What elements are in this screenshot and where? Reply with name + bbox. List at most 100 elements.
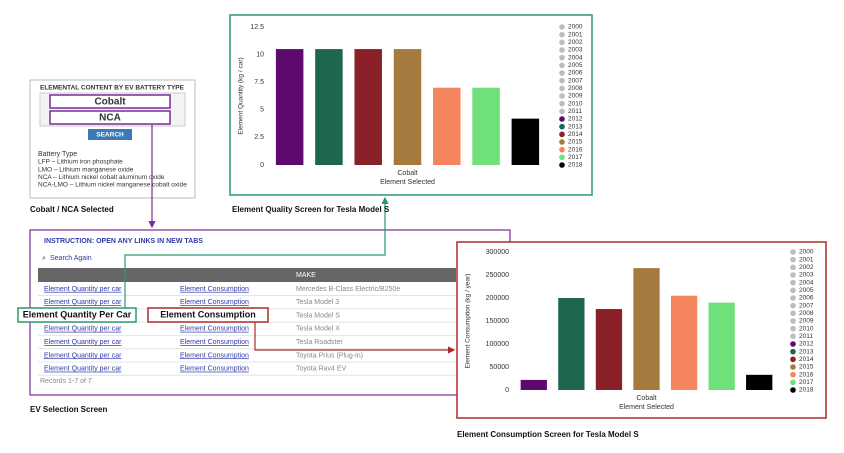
legend-swatch (790, 333, 796, 340)
link[interactable]: Element Quantity per car (44, 299, 122, 306)
legend-label: 2004 (799, 279, 814, 286)
link[interactable]: Element Quantity per car (44, 352, 122, 359)
cell: Mercedes B-Class Electric/B250e (296, 286, 400, 293)
legend-title: Battery Type (38, 151, 77, 158)
legend-label: 2015 (799, 364, 814, 371)
legend-label: 2008 (799, 310, 814, 317)
legend-label: 2015 (568, 139, 583, 146)
legend-label: 2001 (568, 31, 583, 38)
legend-swatch (559, 108, 565, 115)
legend-label: 2007 (568, 77, 583, 84)
legend-label: 2012 (568, 116, 583, 123)
caption: EV Selection Screen (30, 405, 107, 414)
y-tick-label: 50000 (490, 364, 510, 371)
legend-swatch (790, 256, 796, 263)
link[interactable]: Element Quantity per car (44, 326, 122, 333)
legend-swatch (790, 302, 796, 309)
cell: Toyota Prius (Plug-in) (296, 352, 363, 359)
legend-item: LMO – Lithium manganese oxide (38, 166, 134, 173)
link[interactable]: Element Quantity per car (44, 339, 122, 346)
caption: Cobalt / NCA Selected (30, 205, 114, 214)
legend-swatch (790, 287, 796, 294)
legend-swatch (790, 272, 796, 278)
y-tick-label: 100000 (486, 341, 509, 348)
y-tick-label: 12.5 (250, 24, 264, 31)
bar (275, 49, 304, 165)
bar (511, 118, 540, 165)
legend-label: 2017 (568, 154, 583, 161)
legend-swatch (790, 325, 796, 332)
link[interactable]: Element Consumption (180, 366, 249, 373)
legend-label: 2004 (568, 54, 583, 61)
y-axis-label: Element Consumption (kg / year) (465, 273, 472, 368)
legend-swatch (559, 47, 565, 53)
legend-label: 2005 (568, 62, 583, 69)
y-tick-label: 200000 (486, 295, 509, 302)
cell: Toyota Rav4 EV (296, 366, 347, 373)
field-value: NCA (99, 113, 121, 124)
bar (354, 49, 382, 165)
legend-swatch (790, 371, 796, 378)
search-button[interactable] (88, 129, 132, 140)
legend-item: NCA-LMO – Lithium nickel manganese cobal… (38, 182, 187, 189)
legend-label: 2005 (799, 287, 814, 294)
link[interactable]: Element Consumption (180, 339, 249, 346)
link[interactable]: Element Consumption (180, 299, 249, 306)
bar (708, 302, 735, 390)
legend-label: 2002 (568, 39, 583, 46)
link[interactable]: Element Quantity per car (44, 366, 122, 373)
y-tick-label: 0 (260, 162, 264, 169)
legend-swatch (559, 70, 565, 76)
link[interactable]: Element Quantity per car (44, 286, 122, 293)
cell: Tesla Model X (296, 326, 340, 333)
search-again[interactable]: Search Again (50, 255, 92, 262)
legend-item: LFP – Lithium iron phosphate (38, 159, 123, 166)
bar (633, 268, 660, 390)
legend-label: 2007 (799, 302, 814, 309)
legend-swatch (559, 39, 565, 46)
bar (393, 49, 422, 165)
link[interactable]: Element Consumption (180, 352, 249, 359)
y-tick-label: 0 (505, 387, 509, 394)
header-cell: MAKE (296, 272, 316, 279)
legend-label: 2018 (568, 162, 583, 169)
legend-swatch (559, 62, 565, 69)
search-icon: ⌕ (42, 255, 46, 262)
legend-label: 2014 (568, 131, 583, 138)
link[interactable]: Element Consumption (180, 326, 249, 333)
legend-label: 2016 (799, 371, 814, 378)
select-field[interactable] (49, 94, 171, 109)
legend-label: 2018 (799, 387, 814, 394)
bar (746, 374, 773, 390)
legend-swatch (559, 77, 565, 84)
legend-swatch (559, 31, 565, 38)
callout (17, 307, 137, 323)
legend-swatch (790, 279, 796, 286)
legend-swatch (559, 85, 565, 92)
caption: Element Quality Screen for Tesla Model S (232, 205, 390, 214)
legend-label: 2008 (568, 85, 583, 92)
legend-swatch (790, 295, 796, 301)
y-tick-label: 300000 (486, 249, 509, 256)
legend-swatch (790, 379, 796, 386)
legend-label: 2003 (799, 272, 814, 279)
legend-label: 2014 (799, 356, 814, 363)
bar (558, 298, 585, 390)
legend-label: 2000 (568, 24, 583, 31)
bar (433, 87, 461, 165)
legend-swatch (559, 139, 565, 145)
legend-swatch (559, 24, 565, 30)
cell: Tesla Model 3 (296, 299, 339, 306)
y-tick-label: 2.5 (254, 134, 264, 141)
legend-swatch (559, 54, 565, 61)
legend-label: 2009 (568, 93, 583, 100)
link[interactable]: Element Consumption (180, 286, 249, 293)
select-field[interactable] (49, 110, 171, 125)
field-value: Cobalt (94, 97, 126, 108)
bar (315, 49, 343, 165)
legend-swatch (790, 249, 796, 255)
button-label: SEARCH (96, 132, 124, 139)
panel-title: ELEMENTAL CONTENT BY EV BATTERY TYPE (40, 85, 185, 92)
cell: Tesla Model S (296, 312, 340, 319)
